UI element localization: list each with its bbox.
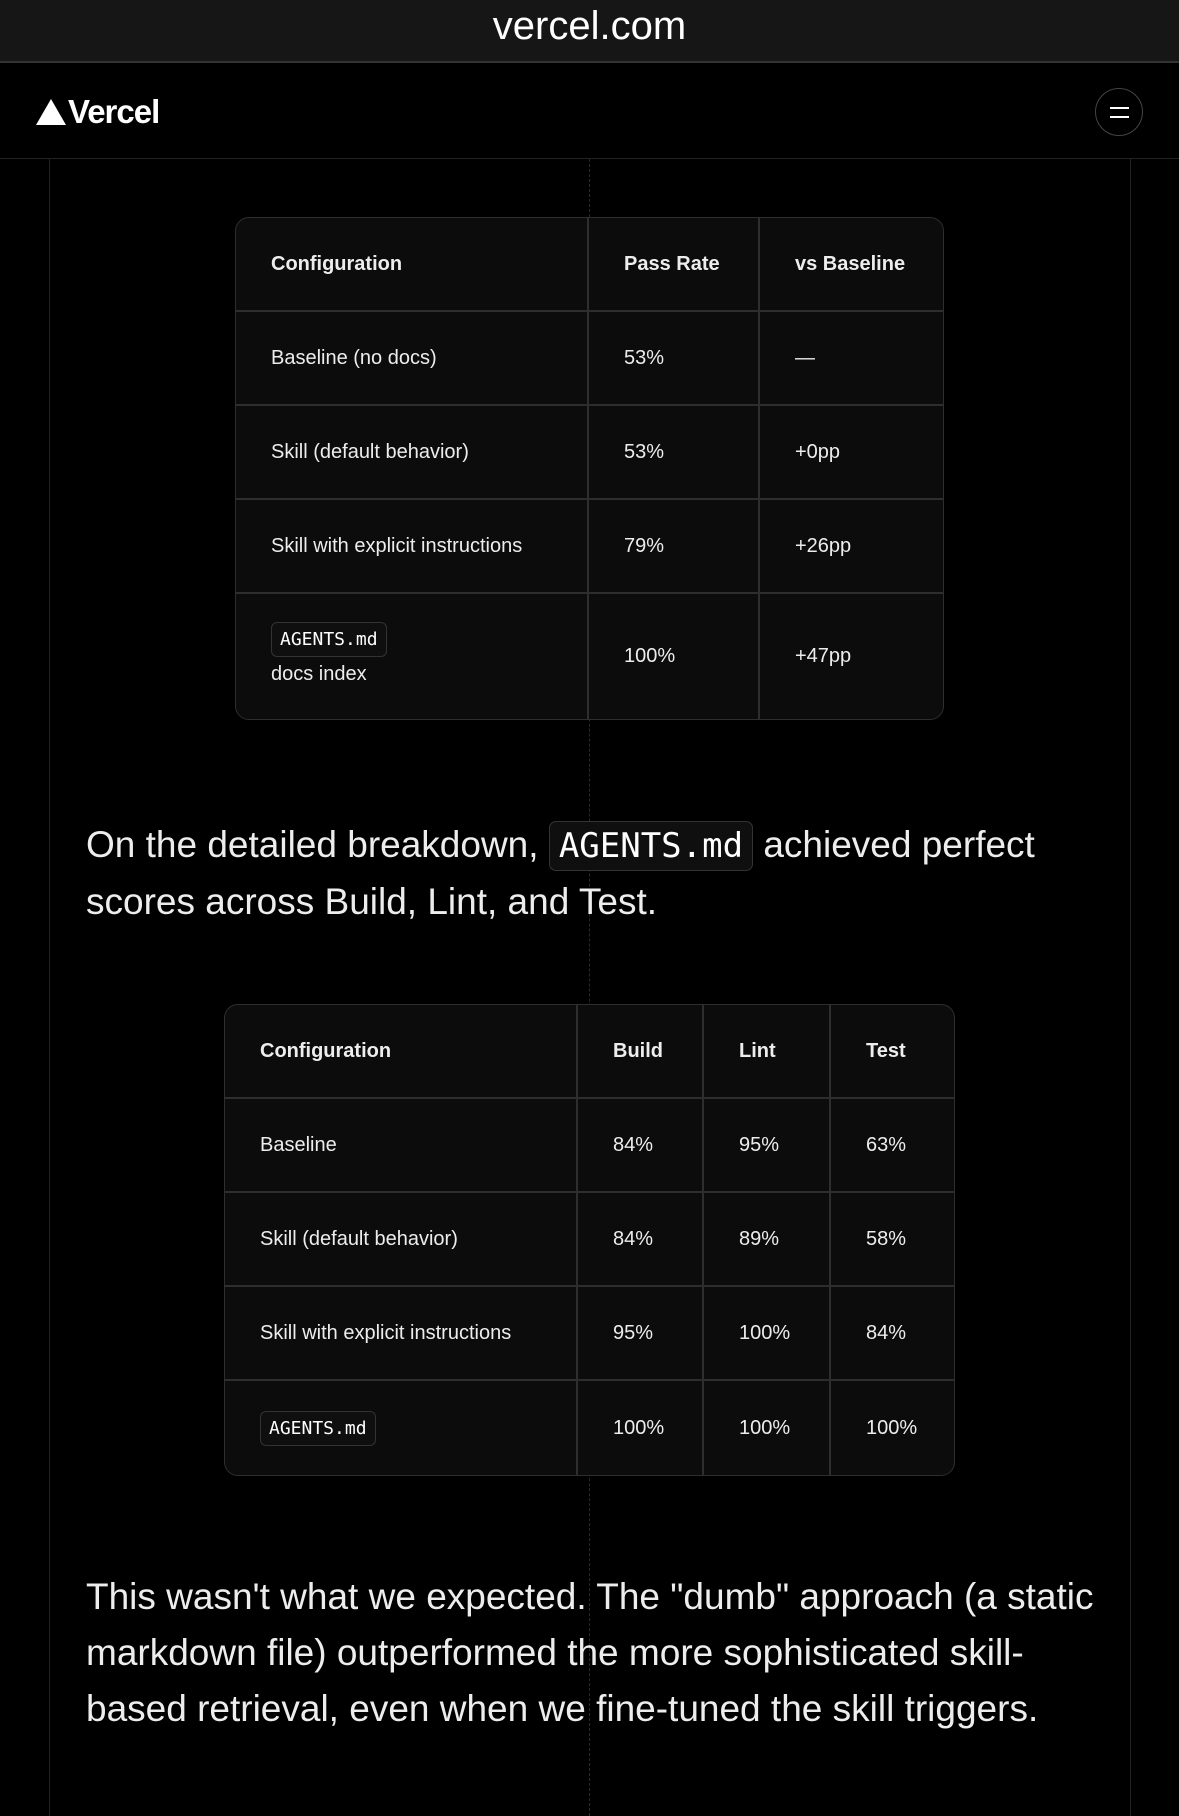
cell: Skill (default behavior): [236, 406, 589, 500]
table-header-row: Configuration Build Lint Test: [225, 1005, 954, 1099]
column-header: Configuration: [225, 1005, 578, 1099]
breakdown-table: Configuration Build Lint Test Baseline 84…: [224, 1004, 955, 1476]
table-row: Skill (default behavior) 84% 89% 58%: [225, 1193, 954, 1287]
pass-rate-table: Configuration Pass Rate vs Baseline Base…: [235, 217, 944, 720]
table-row: AGENTS.md docs index 100% +47pp: [236, 594, 943, 719]
column-header: Configuration: [236, 218, 589, 312]
table-header-row: Configuration Pass Rate vs Baseline: [236, 218, 943, 312]
url-text: vercel.com: [492, 4, 687, 48]
column-header: vs Baseline: [760, 218, 943, 312]
column-header: Lint: [704, 1005, 831, 1099]
table-row: Skill with explicit instructions 79% +26pp: [236, 500, 943, 594]
inline-code: AGENTS.md: [548, 821, 754, 871]
column-header: Build: [578, 1005, 704, 1099]
cell: 100%: [578, 1381, 704, 1475]
cell: 84%: [831, 1287, 954, 1381]
cell: 84%: [578, 1099, 704, 1193]
cell: Skill with explicit instructions: [236, 500, 589, 594]
menu-icon-bar: [1110, 116, 1129, 118]
cell: +47pp: [795, 645, 852, 667]
guide-line-left: [49, 159, 50, 1816]
cell: 95%: [704, 1099, 831, 1193]
cell: 100%: [589, 594, 760, 719]
cell: Skill (default behavior): [225, 1193, 578, 1287]
table-row: Skill with explicit instructions 95% 100% 8…: [225, 1287, 954, 1381]
triangle-logo-icon: [36, 99, 66, 125]
table-row: AGENTS.md 100% 100% 100%: [225, 1381, 954, 1475]
text: On the detailed breakdown,: [86, 824, 549, 865]
cell: 53%: [589, 312, 760, 406]
inline-code: AGENTS.md: [260, 1410, 376, 1446]
column-header: Test: [831, 1005, 954, 1099]
menu-icon: [1110, 107, 1129, 109]
guide-line-right: [1130, 159, 1131, 1816]
guide-line-center: [589, 159, 590, 1816]
cell: +26pp: [760, 500, 943, 594]
cell: Skill with explicit instructions: [225, 1287, 578, 1381]
menu-button[interactable]: [1095, 88, 1143, 136]
cell: Baseline (no docs): [236, 312, 589, 406]
cell: 100%: [866, 1416, 918, 1439]
text: achieved perfect scores across Build, Li…: [86, 824, 1035, 922]
cell: 100%: [704, 1287, 831, 1381]
address-bar[interactable]: vercel.com: [0, 0, 1179, 63]
cell: 53%: [589, 406, 760, 500]
cell: +0pp: [760, 406, 943, 500]
cell: AGENTS.md: [225, 1381, 578, 1475]
cell: 63%: [831, 1099, 954, 1193]
paragraph: On the detailed breakdown, AGENTS.md ach…: [86, 817, 1106, 930]
site-header: Vercel: [0, 63, 1179, 159]
cell: 84%: [578, 1193, 704, 1287]
cell-label: docs index: [271, 663, 367, 685]
cell: —: [760, 312, 943, 406]
cell: 100%: [704, 1381, 831, 1475]
cell: AGENTS.md docs index: [236, 594, 589, 719]
table-row: Baseline (no docs) 53% —: [236, 312, 943, 406]
cell: 79%: [589, 500, 760, 594]
table-row: Skill (default behavior) 53% +0pp: [236, 406, 943, 500]
paragraph: This wasn't what we expected. The "dumb"…: [86, 1576, 1094, 1729]
cell: 58%: [831, 1193, 954, 1287]
inline-code: AGENTS.md: [271, 622, 387, 657]
table-row: Baseline 84% 95% 63%: [225, 1099, 954, 1193]
cell: 95%: [578, 1287, 704, 1381]
cell: Baseline: [225, 1099, 578, 1193]
column-header: Pass Rate: [589, 218, 760, 312]
vercel-logo[interactable]: Vercel: [36, 93, 160, 131]
logo-text: Vercel: [68, 93, 160, 130]
cell: 89%: [704, 1193, 831, 1287]
